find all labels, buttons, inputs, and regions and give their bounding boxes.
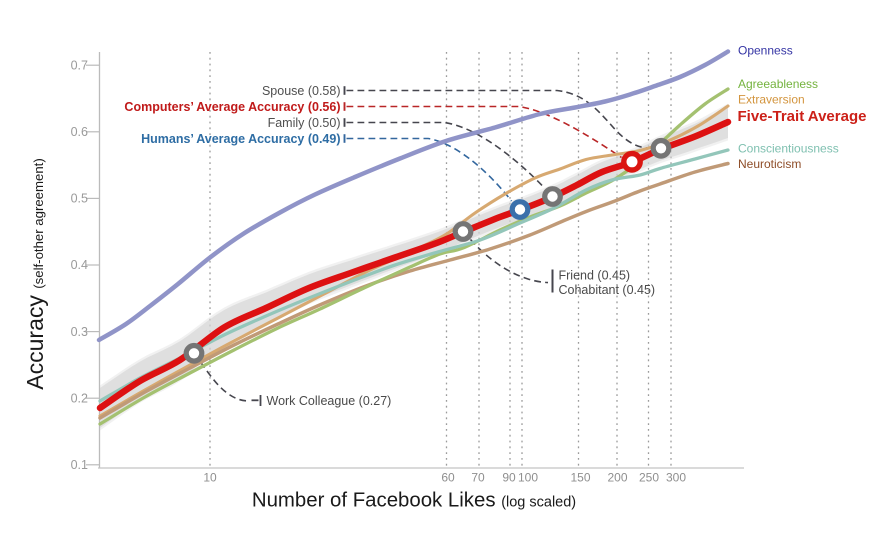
svg-text:Friend (0.45): Friend (0.45)	[559, 269, 631, 283]
svg-text:Extraversion: Extraversion	[738, 93, 805, 107]
svg-text:Spouse (0.58): Spouse (0.58)	[262, 84, 341, 98]
svg-text:Openness: Openness	[738, 44, 793, 58]
svg-text:100: 100	[518, 471, 538, 485]
svg-text:Humans’ Average Accuracy (0.49: Humans’ Average Accuracy (0.49)	[141, 132, 340, 146]
svg-text:60: 60	[441, 471, 455, 485]
svg-text:250: 250	[639, 471, 659, 485]
svg-text:300: 300	[666, 471, 686, 485]
svg-text:0.6: 0.6	[71, 125, 88, 139]
svg-text:0.5: 0.5	[71, 192, 88, 206]
svg-text:Work Colleague (0.27): Work Colleague (0.27)	[267, 394, 392, 408]
svg-text:0.7: 0.7	[71, 58, 88, 72]
svg-text:Agreeableness: Agreeableness	[738, 77, 818, 91]
svg-text:Number of Facebook Likes (log: Number of Facebook Likes (log scaled)	[252, 490, 576, 512]
svg-text:0.3: 0.3	[71, 325, 88, 339]
svg-text:Neuroticism: Neuroticism	[738, 157, 801, 171]
svg-text:Computers’ Average Accuracy (0: Computers’ Average Accuracy (0.56)	[124, 100, 340, 114]
svg-text:Five-Trait Average: Five-Trait Average	[738, 108, 867, 125]
svg-text:200: 200	[607, 471, 627, 485]
svg-text:0.1: 0.1	[71, 458, 88, 472]
svg-text:Conscientiousness: Conscientiousness	[738, 142, 839, 156]
svg-text:90: 90	[502, 471, 516, 485]
svg-text:Cohabitant (0.45): Cohabitant (0.45)	[559, 283, 656, 297]
svg-text:0.4: 0.4	[71, 258, 88, 272]
svg-text:10: 10	[203, 471, 217, 485]
svg-text:150: 150	[570, 471, 590, 485]
svg-text:70: 70	[471, 471, 485, 485]
svg-text:0.2: 0.2	[71, 391, 88, 405]
svg-text:Family (0.50): Family (0.50)	[268, 116, 341, 130]
